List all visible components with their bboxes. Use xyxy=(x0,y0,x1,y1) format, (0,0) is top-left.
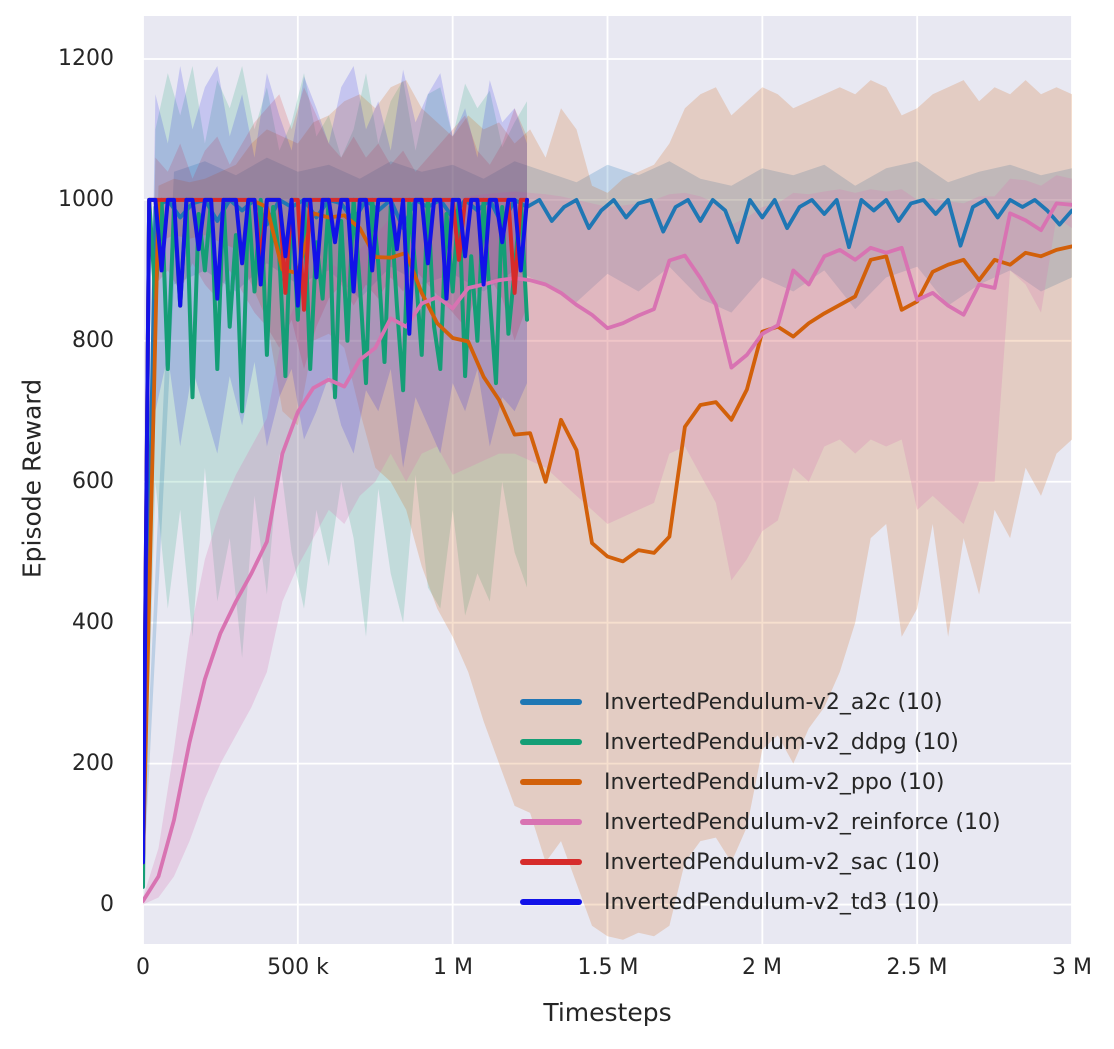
line-reinforce xyxy=(143,201,1072,903)
legend-entry-sac: InvertedPendulum-v2_sac (10) xyxy=(520,842,1001,882)
y-tick-label: 200 xyxy=(72,751,114,776)
legend-label: InvertedPendulum-v2_ppo (10) xyxy=(604,769,945,795)
legend-swatch-a2c xyxy=(520,699,582,705)
legend-label: InvertedPendulum-v2_ddpg (10) xyxy=(604,729,959,755)
line-ddpg xyxy=(143,197,529,889)
legend-label: InvertedPendulum-v2_td3 (10) xyxy=(604,889,940,915)
legend-swatch-ppo xyxy=(520,779,582,785)
legend-entry-a2c: InvertedPendulum-v2_a2c (10) xyxy=(520,682,1001,722)
y-tick-label: 1000 xyxy=(58,187,114,212)
line-td3 xyxy=(143,197,529,865)
series-lines xyxy=(143,197,1072,903)
band-reinforce xyxy=(143,175,1072,905)
y-tick-label: 800 xyxy=(72,328,114,353)
y-tick-label: 400 xyxy=(72,610,114,635)
band-ppo xyxy=(143,80,1072,940)
legend-label: InvertedPendulum-v2_reinforce (10) xyxy=(604,809,1001,835)
legend-entry-td3: InvertedPendulum-v2_td3 (10) xyxy=(520,882,1001,922)
legend-entry-ddpg: InvertedPendulum-v2_ddpg (10) xyxy=(520,722,1001,762)
legend-label: InvertedPendulum-v2_sac (10) xyxy=(604,849,941,875)
y-tick-label: 1200 xyxy=(58,46,114,71)
legend-swatch-sac xyxy=(520,859,582,865)
legend-label: InvertedPendulum-v2_a2c (10) xyxy=(604,689,943,715)
y-tick-label: 600 xyxy=(72,469,114,494)
legend-entry-reinforce: InvertedPendulum-v2_reinforce (10) xyxy=(520,802,1001,842)
legend-swatch-ddpg xyxy=(520,739,582,745)
legend: InvertedPendulum-v2_a2c (10) InvertedPend… xyxy=(520,682,1001,922)
x-tick-label: 500 k xyxy=(267,955,329,980)
x-tick-label: 3 M xyxy=(1052,955,1092,980)
band-a2c xyxy=(143,157,1072,891)
legend-swatch-reinforce xyxy=(520,819,582,825)
x-tick-label: 1.5 M xyxy=(577,955,639,980)
y-axis-label: Episode Reward xyxy=(17,378,47,579)
x-tick-label: 0 xyxy=(136,955,150,980)
y-tick-label: 0 xyxy=(100,892,114,917)
x-tick-label: 2 M xyxy=(742,955,782,980)
x-tick-label: 2.5 M xyxy=(886,955,948,980)
x-tick-label: 1 M xyxy=(433,955,473,980)
legend-swatch-td3 xyxy=(520,899,582,905)
x-axis-label: Timesteps xyxy=(543,998,672,1027)
gridlines xyxy=(142,16,1073,944)
legend-entry-ppo: InvertedPendulum-v2_ppo (10) xyxy=(520,762,1001,802)
